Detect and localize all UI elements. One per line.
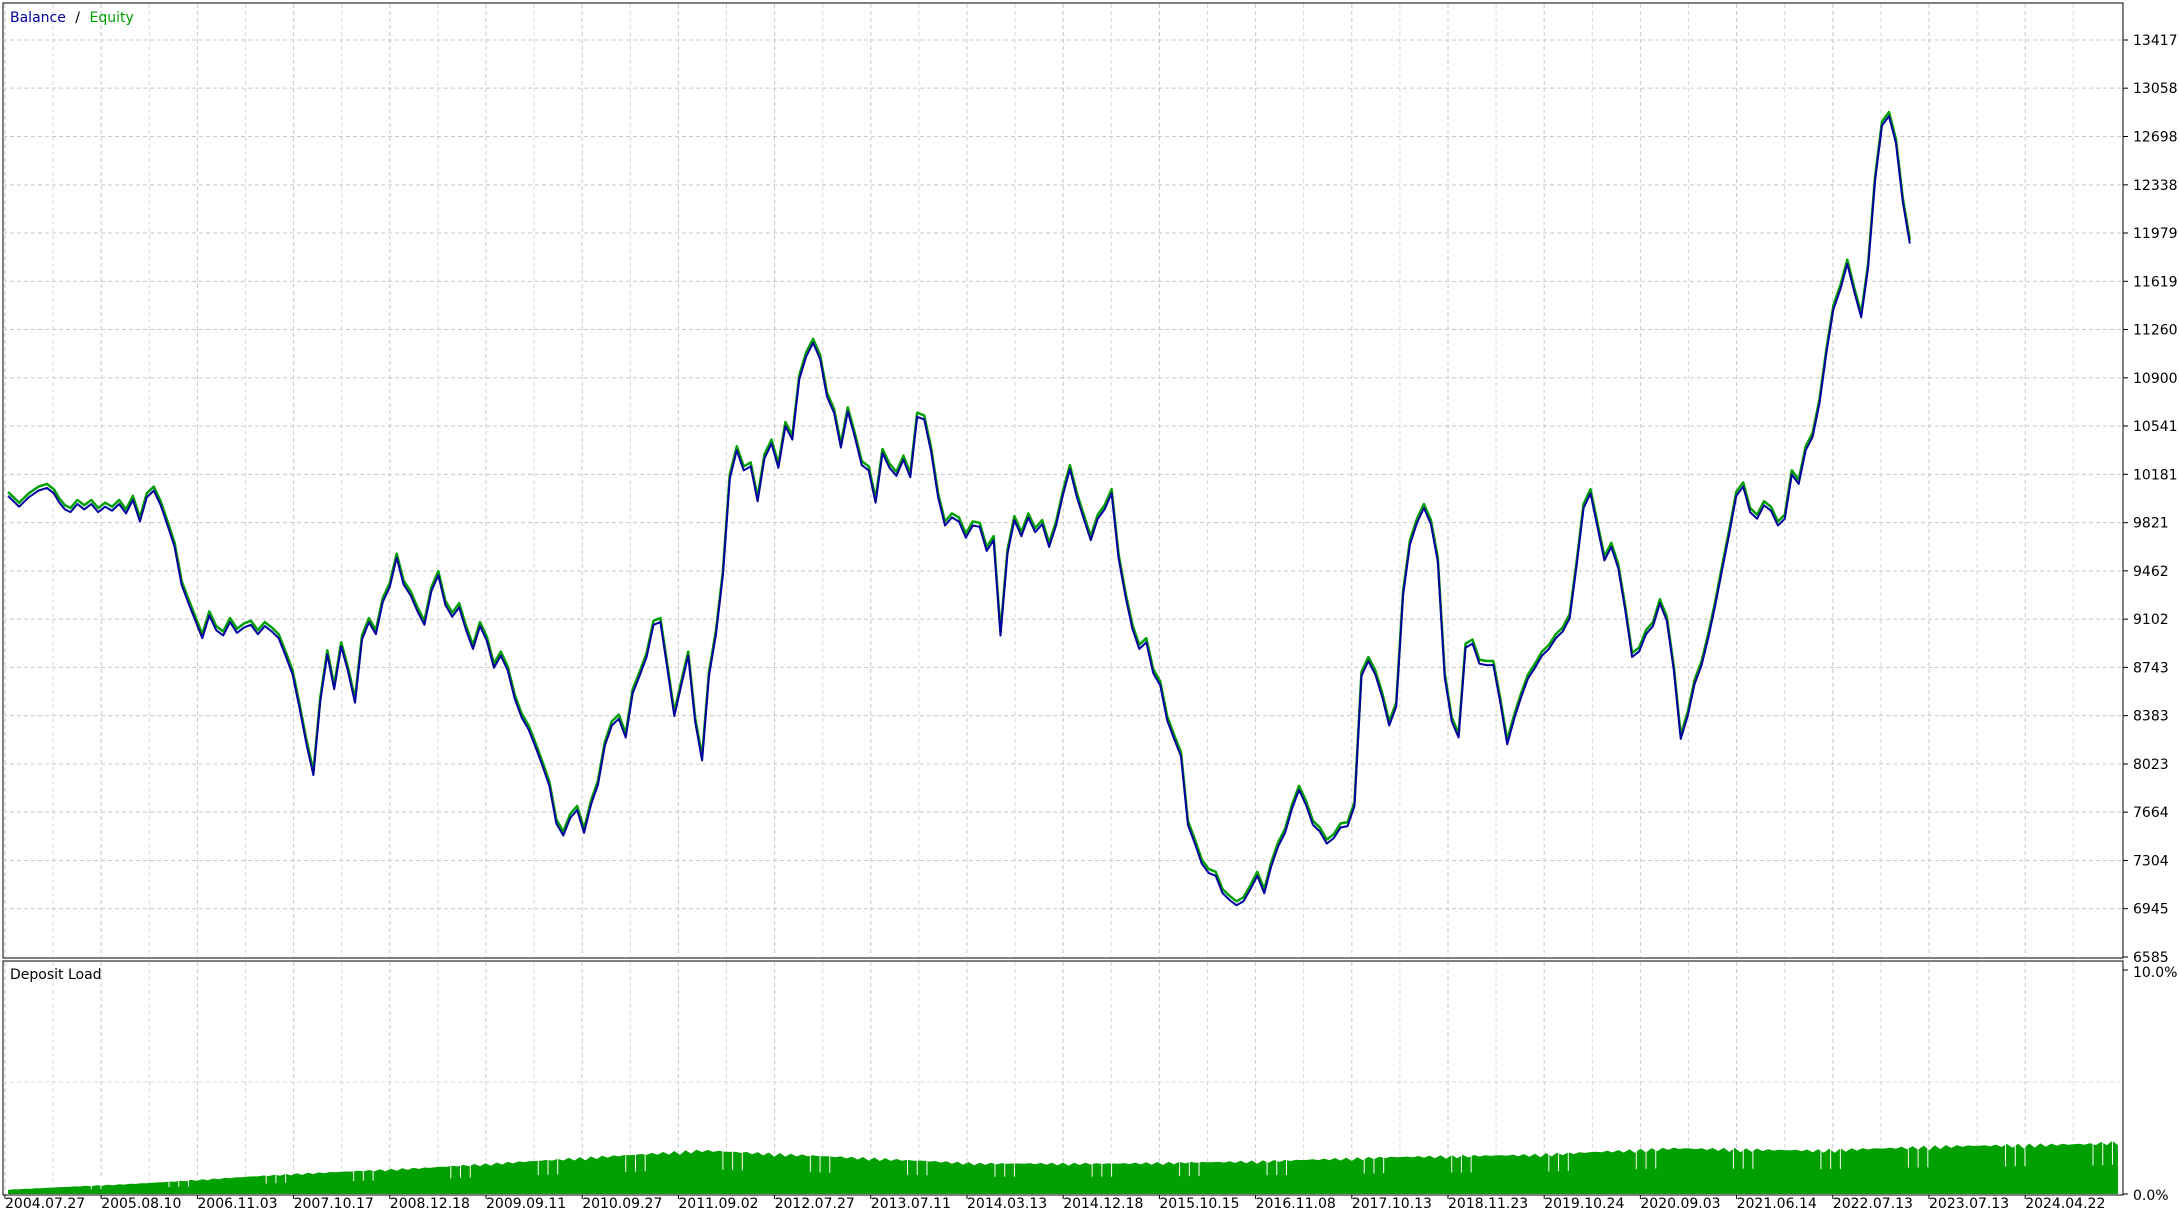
y-tick-label: 6945: [2133, 902, 2169, 918]
main-grid: [3, 4, 2123, 957]
y-tick-label: 11619: [2133, 274, 2178, 290]
deposit-load-bars: [8, 1131, 2118, 1194]
y-tick-label: 9821: [2133, 516, 2169, 532]
y-tick-label: 13417: [2133, 33, 2178, 49]
y-tick-label: 11979: [2133, 226, 2178, 242]
x-tick-label: 2004.07.27: [5, 1196, 85, 1210]
y-tick-label: 7664: [2133, 805, 2169, 821]
chart-legend: Balance / Equity: [10, 10, 134, 26]
x-tick-label: 2010.09.27: [582, 1196, 662, 1210]
dl-y-tick-label: 0.0%: [2133, 1188, 2169, 1204]
x-tick-label: 2020.09.03: [1640, 1196, 1720, 1210]
deposit-load-label: Deposit Load: [10, 967, 102, 983]
x-tick-label: 2013.07.11: [871, 1196, 951, 1210]
y-tick-label: 10181: [2133, 467, 2178, 483]
y-tick-label: 11260: [2133, 323, 2178, 339]
y-tick-label: 7304: [2133, 853, 2169, 869]
y-tick-label: 8743: [2133, 660, 2169, 676]
x-tick-label: 2012.07.27: [775, 1196, 855, 1210]
legend-balance: Balance: [10, 10, 66, 26]
x-tick-label: 2021.06.14: [1737, 1196, 1817, 1210]
legend-equity: Equity: [89, 10, 133, 26]
x-tick-label: 2011.09.02: [678, 1196, 758, 1210]
y-tick-label: 9462: [2133, 564, 2169, 580]
x-tick-label: 2022.07.13: [1833, 1196, 1913, 1210]
deposit-load-area: [8, 1140, 2118, 1194]
x-tick-label: 2005.08.10: [101, 1196, 181, 1210]
x-tick-label: 2023.07.13: [1929, 1196, 2009, 1210]
legend-separator: /: [75, 10, 80, 26]
x-tick-label: 2007.10.17: [294, 1196, 374, 1210]
x-axis: 2004.07.27 2005.08.10 2006.11.03 2007.10.17…: [4, 969, 2128, 1210]
x-tick-label: 2014.12.18: [1063, 1196, 1143, 1210]
x-tick-label: 2014.03.13: [967, 1196, 1047, 1210]
y-tick-label: 13058: [2133, 81, 2178, 97]
y-tick-label: 10900: [2133, 371, 2178, 387]
y-axis: 13417 13058 12698 12338 11979 11619 11260 10900…: [2123, 33, 2178, 966]
y-tick-label: 8023: [2133, 757, 2169, 773]
y-tick-label: 9102: [2133, 612, 2169, 628]
y-tick-label: 8383: [2133, 709, 2169, 725]
x-tick-label: 2015.10.15: [1159, 1196, 1239, 1210]
x-tick-label: 2008.12.18: [390, 1196, 470, 1210]
x-tick-label: 2016.11.08: [1256, 1196, 1336, 1210]
deposit-load-grid: [3, 962, 2123, 1194]
main-series: [7, 110, 1912, 907]
y-tick-label: 12338: [2133, 178, 2178, 194]
series-line-balance: [7, 115, 1911, 907]
y-tick-label: 6585: [2133, 950, 2169, 966]
x-tick-label: 2009.09.11: [486, 1196, 566, 1210]
x-tick-label: 2024.04.22: [2025, 1196, 2105, 1210]
y-tick-label: 10541: [2133, 419, 2178, 435]
x-tick-label: 2017.10.13: [1352, 1196, 1432, 1210]
x-tick-label: 2006.11.03: [197, 1196, 277, 1210]
y-tick-label: 12698: [2133, 130, 2178, 146]
x-tick-label: 2018.11.23: [1448, 1196, 1528, 1210]
dl-y-tick-label: 10.0%: [2133, 965, 2177, 981]
x-tick-label: 2019.10.24: [1544, 1196, 1624, 1210]
